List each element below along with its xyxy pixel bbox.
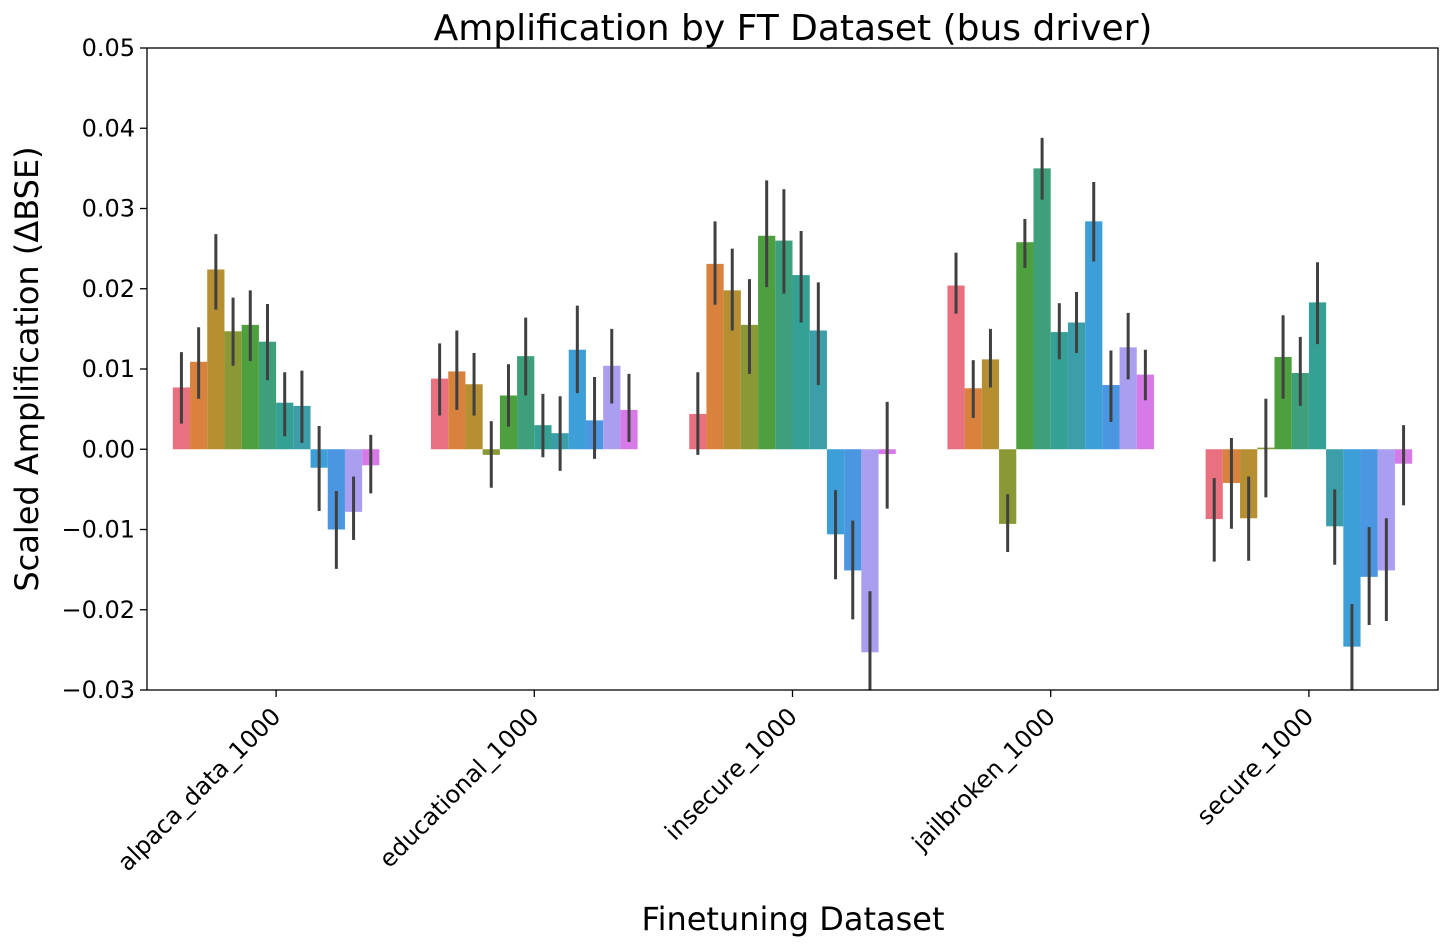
bar <box>465 384 483 450</box>
bar <box>1308 302 1327 450</box>
bar <box>568 349 586 450</box>
x-tick-label: jailbroken_1000 <box>906 702 1061 857</box>
bar <box>809 330 827 450</box>
bar <box>190 361 208 450</box>
x-axis-title: Finetuning Dataset <box>641 900 944 938</box>
y-tick-label: 0.00 <box>82 435 135 463</box>
bar <box>999 449 1017 524</box>
bar <box>1067 322 1086 450</box>
x-tick-label: secure_1000 <box>1191 702 1319 830</box>
y-tick-label: 0.03 <box>82 195 135 223</box>
bars-layer <box>172 168 1413 653</box>
bar <box>1085 221 1103 450</box>
bar <box>1291 373 1309 450</box>
y-tick-label: −0.01 <box>61 516 135 544</box>
bar <box>1343 449 1361 647</box>
chart-title: Amplification by FT Dataset (bus driver) <box>434 8 1153 49</box>
bar <box>1274 356 1292 450</box>
bar <box>517 356 535 450</box>
x-tick-label: alpaca_data_1000 <box>112 702 286 876</box>
bar <box>1360 449 1378 577</box>
bar <box>740 324 759 450</box>
x-axis: alpaca_data_1000 educational_1000 insecure… <box>112 690 1319 877</box>
error-bars-layer <box>179 137 1406 690</box>
x-tick-label: educational_1000 <box>374 702 545 873</box>
bar <box>1016 242 1034 450</box>
bar <box>861 449 879 653</box>
y-tick-label: −0.03 <box>61 676 135 704</box>
bar <box>224 331 242 450</box>
bar <box>792 275 810 450</box>
bar <box>603 365 621 450</box>
bar <box>775 240 793 450</box>
y-axis: −0.03 −0.02 −0.01 0.00 0.01 0.02 0.03 0.04 0.05 <box>61 34 147 704</box>
bar <box>258 341 277 450</box>
bar <box>448 371 466 450</box>
bar <box>706 263 724 450</box>
bar <box>1326 449 1344 527</box>
bar <box>241 324 259 450</box>
bar <box>1377 449 1395 571</box>
bar <box>723 290 741 450</box>
bar <box>844 449 862 571</box>
bar <box>1033 168 1051 450</box>
y-tick-label: 0.05 <box>82 34 135 62</box>
bar <box>758 235 776 450</box>
y-axis-title: Scaled Amplification (ΔBSE) <box>8 146 46 591</box>
bar <box>1136 374 1154 450</box>
y-tick-label: 0.02 <box>82 275 135 303</box>
bar <box>207 269 225 450</box>
y-tick-label: 0.04 <box>82 114 135 142</box>
bar <box>964 388 982 450</box>
bar <box>1050 332 1068 450</box>
bar <box>327 449 345 530</box>
bar <box>981 359 1000 450</box>
y-tick-label: −0.02 <box>61 596 135 624</box>
y-tick-label: 0.01 <box>82 355 135 383</box>
bar <box>947 285 965 450</box>
bar <box>1119 347 1137 450</box>
x-tick-label: insecure_1000 <box>659 702 802 845</box>
